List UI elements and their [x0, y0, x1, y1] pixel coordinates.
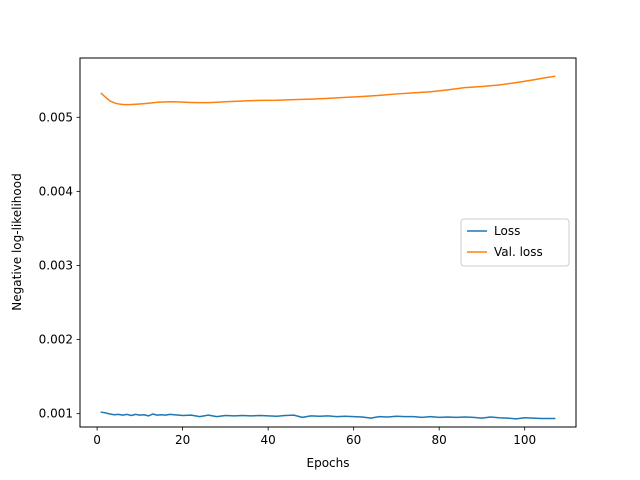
y-tick-label: 0.002 [39, 333, 73, 347]
series-line-0 [100, 411, 556, 420]
y-tick-label: 0.001 [39, 407, 73, 421]
plot-frame [79, 57, 577, 428]
x-tick-label: 20 [175, 433, 190, 447]
legend-box [460, 218, 570, 267]
legend-label-0: Loss [494, 224, 520, 238]
x-axis: 0 20 40 60 80 100 [93, 427, 536, 447]
y-axis: 0.001 0.002 0.003 0.004 0.005 [39, 110, 80, 421]
x-tick-label: 40 [260, 433, 275, 447]
x-tick-label: 0 [93, 433, 101, 447]
legend: Loss Val. loss [460, 218, 570, 267]
y-tick-label: 0.003 [39, 258, 73, 272]
plot-lines [100, 75, 556, 420]
y-axis-label: Negative log-likelihood [10, 173, 24, 310]
x-tick-label: 80 [432, 433, 447, 447]
legend-label-1: Val. loss [494, 245, 543, 259]
x-tick-label: 100 [513, 433, 536, 447]
series-line-1 [100, 75, 556, 106]
y-tick-label: 0.005 [39, 110, 73, 124]
y-tick-label: 0.004 [39, 184, 73, 198]
x-axis-label: Epochs [307, 456, 350, 470]
x-tick-label: 60 [346, 433, 361, 447]
